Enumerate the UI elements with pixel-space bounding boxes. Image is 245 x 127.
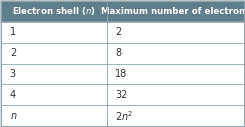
Bar bbox=[1, 64, 107, 84]
Text: 32: 32 bbox=[115, 90, 128, 100]
Text: 2: 2 bbox=[10, 48, 16, 58]
Text: 8: 8 bbox=[115, 48, 121, 58]
Text: 2: 2 bbox=[115, 27, 122, 37]
Bar bbox=[1, 1, 107, 22]
Bar bbox=[107, 105, 244, 126]
Bar bbox=[107, 64, 244, 84]
Bar bbox=[1, 105, 107, 126]
Bar bbox=[107, 1, 244, 22]
Text: $2n^2$: $2n^2$ bbox=[115, 109, 134, 123]
Text: 1: 1 bbox=[10, 27, 16, 37]
Bar bbox=[1, 43, 107, 64]
Text: 4: 4 bbox=[10, 90, 16, 100]
Bar bbox=[107, 22, 244, 43]
Text: 18: 18 bbox=[115, 69, 127, 79]
Bar bbox=[107, 84, 244, 105]
Text: $\it{n}$: $\it{n}$ bbox=[10, 111, 17, 121]
Text: 3: 3 bbox=[10, 69, 16, 79]
Text: Electron shell ($\it{n}$): Electron shell ($\it{n}$) bbox=[12, 5, 96, 17]
Text: Maximum number of electrons: Maximum number of electrons bbox=[100, 7, 245, 16]
Bar bbox=[107, 43, 244, 64]
Bar bbox=[1, 84, 107, 105]
Bar bbox=[1, 22, 107, 43]
